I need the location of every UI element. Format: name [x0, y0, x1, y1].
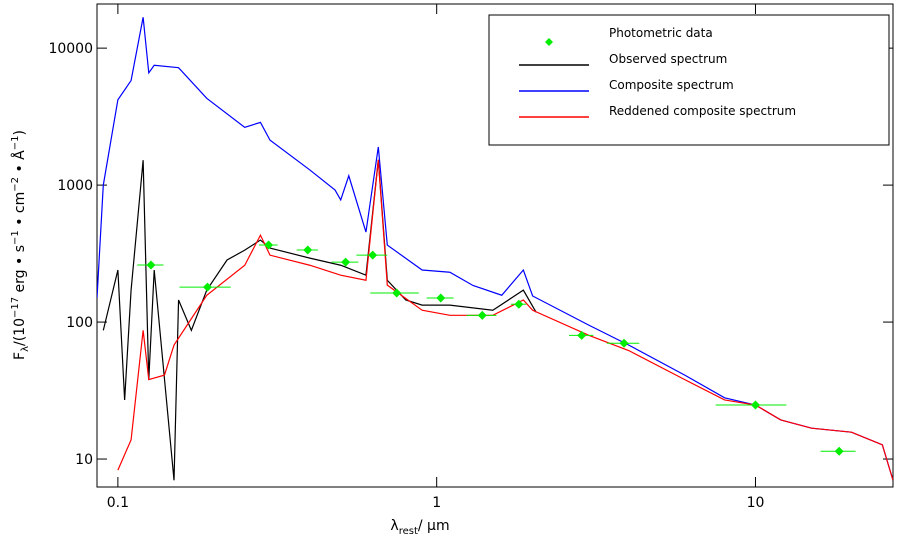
photometric-point: [368, 250, 378, 260]
spectrum-line: [117, 159, 893, 481]
spectrum-line: [97, 17, 893, 481]
x-axis-label: λrest/ μm: [390, 518, 449, 537]
x-tick-label: 10: [747, 495, 765, 511]
photometric-point: [834, 446, 844, 456]
plot-frame: [96, 3, 894, 488]
y-axis-label: Fλ/(10−17 erg • s−1 • cm−2 • Å−1): [10, 130, 31, 360]
photometric-point: [202, 282, 212, 292]
photometric-point: [341, 257, 351, 267]
legend-label: Reddened composite spectrum: [609, 104, 796, 118]
spectrum-line: [102, 159, 537, 481]
photometric-point: [619, 338, 629, 348]
y-tick-label: 100: [66, 315, 93, 331]
photometric-point: [577, 330, 587, 340]
photometric-point: [264, 240, 274, 250]
legend-marker: [545, 38, 553, 46]
photometric-point: [514, 299, 524, 309]
photometric-point: [750, 400, 760, 410]
legend-label: Photometric data: [609, 26, 713, 40]
legend-label: Composite spectrum: [609, 78, 734, 92]
photometric-point: [477, 310, 487, 320]
photometric-point: [303, 245, 313, 255]
x-tick-label: 1: [432, 495, 441, 511]
photometric-point: [436, 293, 446, 303]
legend-box: [488, 14, 890, 146]
y-tick-label: 10000: [48, 41, 93, 57]
photometric-point: [146, 260, 156, 270]
y-tick-label: 10: [75, 452, 93, 468]
photometric-point: [392, 288, 402, 298]
legend-label: Observed spectrum: [609, 52, 727, 66]
x-tick-label: 0.1: [107, 495, 129, 511]
y-tick-label: 1000: [57, 178, 93, 194]
plot-area: [97, 17, 893, 481]
